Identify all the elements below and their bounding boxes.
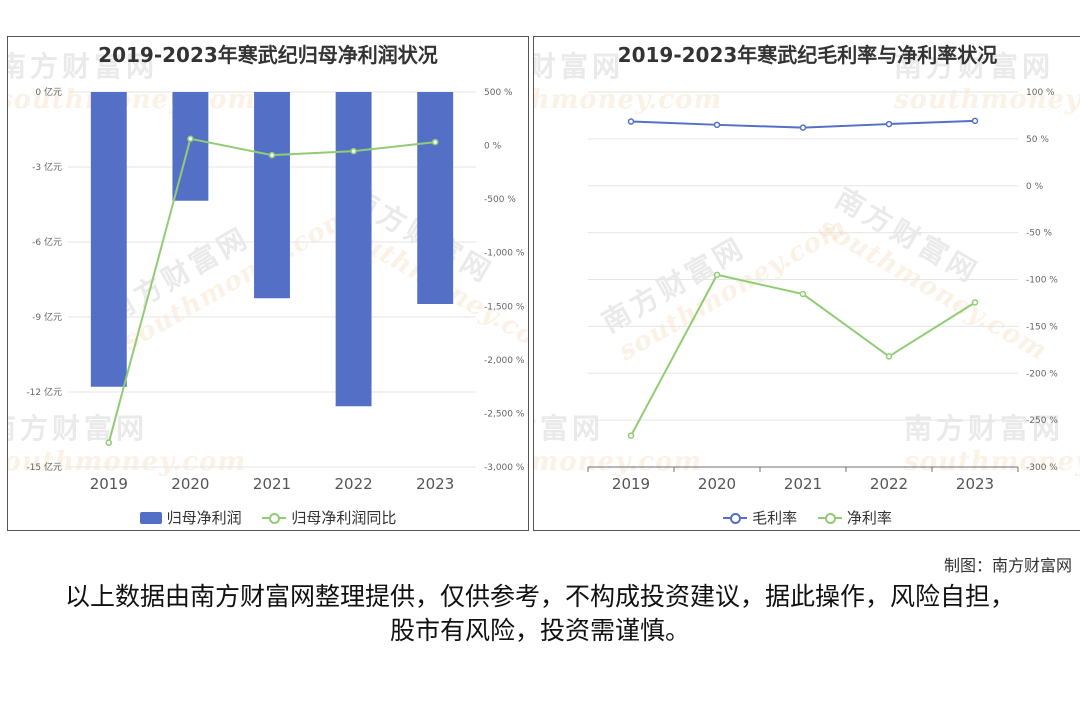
- legend-item-gross-margin[interactable]: 毛利率: [723, 507, 797, 528]
- y-right-tick-label: -2,500 %: [484, 409, 525, 419]
- legend-line-swatch: [723, 512, 748, 524]
- series-0-point-2022: [885, 120, 893, 128]
- series-0-point-2021: [799, 124, 807, 131]
- y-right-tick-label: -300 %: [1026, 463, 1058, 473]
- legend-bar-swatch: [139, 511, 162, 524]
- chart-title: 2019-2023年寒武纪毛利率与净利率状况: [617, 43, 998, 67]
- legend-label: 净利率: [846, 509, 892, 527]
- series-1-point-2021: [799, 290, 807, 298]
- y-left-tick-label: -6 亿元: [32, 236, 62, 248]
- y-right-tick-label: -50 %: [1026, 229, 1053, 239]
- x-tick-label: 2022: [335, 475, 373, 493]
- yoy-point-2019: [105, 439, 113, 446]
- series-0-point-2023: [971, 117, 979, 125]
- y-right-tick-label: -100 %: [1026, 276, 1058, 286]
- x-tick-label: 2023: [416, 475, 454, 493]
- yoy-point-2023: [431, 138, 439, 146]
- y-right-tick-label: 0 %: [484, 142, 502, 152]
- disclaimer-text: 以上数据由南方财富网整理提供，仅供参考，不构成投资建议，据此操作，风险自担，股市…: [64, 582, 1015, 645]
- legend-label: 归母净利润: [166, 509, 242, 527]
- x-tick-label: 2019: [90, 475, 128, 493]
- legend-line-swatch: [262, 512, 287, 524]
- chart-legend: 归母净利润 归母净利润同比: [8, 507, 528, 528]
- legend-label: 毛利率: [752, 509, 798, 527]
- bar-2019: [90, 92, 127, 387]
- yoy-point-2022: [350, 147, 357, 155]
- profit-chart-panel: 南方财富网 southmoney.com 南方财富网 southmoney.com …: [7, 36, 529, 531]
- y-right-tick-label: -150 %: [1026, 322, 1058, 332]
- x-tick-label: 2022: [870, 475, 908, 493]
- margin-chart: 100 % 50 % 0 % -50 % -100 % -150 % -200 % -250 …: [587, 88, 1058, 493]
- series-0-point-2019: [627, 118, 635, 125]
- x-tick-label: 2019: [612, 475, 650, 493]
- series-1-point-2023: [971, 299, 979, 306]
- x-tick-label: 2020: [698, 475, 736, 493]
- bar-2021: [254, 92, 290, 299]
- bar-2023: [417, 92, 454, 304]
- y-left-tick-label: -9 亿元: [32, 311, 62, 323]
- y-right-tick-label: -1,500 %: [484, 302, 525, 312]
- series-1-point-2020: [713, 271, 721, 279]
- y-right-tick-label: 100 %: [1026, 88, 1055, 98]
- legend-line-swatch: [817, 512, 842, 524]
- y-left-tick-label: -12 亿元: [26, 386, 62, 398]
- chart-credit: 制图：南方财富网: [943, 556, 1072, 575]
- y-left-tick-label: -15 亿元: [26, 461, 62, 473]
- x-tick-label: 2021: [784, 475, 822, 493]
- series-0-point-2020: [713, 121, 721, 129]
- series-1-point-2022: [885, 353, 893, 360]
- chart-legend: 毛利率 净利率: [534, 507, 1080, 528]
- legend-label: 归母净利润同比: [291, 509, 397, 527]
- y-right-tick-label: -250 %: [1026, 416, 1058, 426]
- yoy-point-2020: [187, 135, 194, 143]
- y-right-tick-label: -200 %: [1026, 369, 1058, 379]
- y-right-tick-label: 50 %: [1026, 135, 1049, 145]
- yoy-point-2021: [268, 151, 276, 159]
- legend-item-profit-yoy[interactable]: 归母净利润同比: [262, 507, 396, 528]
- series-line-1: [630, 273, 976, 437]
- y-left-tick-label: -3 亿元: [32, 161, 62, 173]
- y-right-tick-label: -500 %: [484, 195, 516, 205]
- x-tick-label: 2020: [171, 475, 209, 493]
- legend-item-net-margin[interactable]: 净利率: [817, 507, 892, 528]
- legend-item-profit[interactable]: 归母净利润: [139, 507, 242, 528]
- y-left-tick-label: 0 亿元: [35, 86, 62, 98]
- y-right-tick-label: -2,000 %: [484, 356, 525, 366]
- y-right-tick-label: 500 %: [484, 88, 513, 98]
- y-right-tick-label: 0 %: [1026, 182, 1044, 192]
- y-right-tick-label: -3,000 %: [484, 463, 525, 473]
- profit-chart: 0 亿元 -3 亿元 -6 亿元 -9 亿元 -12 亿元 -15 亿元 500 % 0 % -…: [26, 86, 525, 493]
- chart-title: 2019-2023年寒武纪归母净利润状况: [98, 43, 438, 67]
- x-tick-label: 2021: [253, 475, 291, 493]
- x-tick-label: 2023: [956, 475, 994, 493]
- bar-2022: [335, 92, 372, 407]
- y-right-tick-label: -1,000 %: [484, 249, 525, 259]
- series-1-point-2019: [627, 432, 635, 439]
